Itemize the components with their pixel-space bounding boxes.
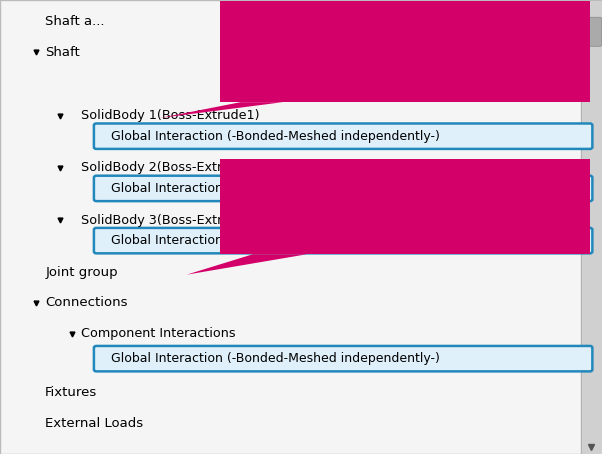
Text: Global Interaction (-Bonded-Meshed independently-): Global Interaction (-Bonded-Meshed indep… [111, 352, 440, 365]
Text: Global components
contact: Global components contact [281, 182, 529, 232]
Text: Connections: Connections [45, 296, 128, 309]
FancyBboxPatch shape [0, 0, 581, 454]
Polygon shape [187, 254, 307, 275]
Polygon shape [160, 102, 283, 118]
FancyBboxPatch shape [94, 176, 592, 201]
FancyBboxPatch shape [94, 228, 592, 253]
FancyBboxPatch shape [581, 0, 602, 454]
Text: Shaft: Shaft [45, 46, 80, 59]
Text: Component Interactions: Component Interactions [81, 327, 236, 340]
Text: Global Interaction (-Bonded-Meshed independently-): Global Interaction (-Bonded-Meshed indep… [111, 182, 440, 195]
Text: Joint group: Joint group [45, 266, 118, 279]
Text: External Loads: External Loads [45, 417, 143, 429]
Text: SolidBody 2(Boss-Extrude2): SolidBody 2(Boss-Extrude2) [81, 162, 259, 174]
Text: Global Interaction (-Bonded-Meshed independently-): Global Interaction (-Bonded-Meshed indep… [111, 234, 440, 247]
FancyBboxPatch shape [582, 17, 601, 46]
Text: Fixtures: Fixtures [45, 386, 98, 399]
Text: SolidBody 3(Boss-Extrude3): SolidBody 3(Boss-Extrude3) [81, 214, 260, 227]
Text: Contact between two
members: Contact between two members [268, 27, 542, 76]
Text: SolidBody 1(Boss-Extrude1): SolidBody 1(Boss-Extrude1) [81, 109, 260, 122]
Text: Global Interaction (-Bonded-Meshed independently-): Global Interaction (-Bonded-Meshed indep… [111, 130, 440, 143]
Text: Shaft a...: Shaft a... [45, 15, 105, 28]
FancyBboxPatch shape [94, 346, 592, 371]
FancyBboxPatch shape [220, 1, 590, 102]
FancyBboxPatch shape [94, 123, 592, 149]
FancyBboxPatch shape [220, 159, 590, 254]
